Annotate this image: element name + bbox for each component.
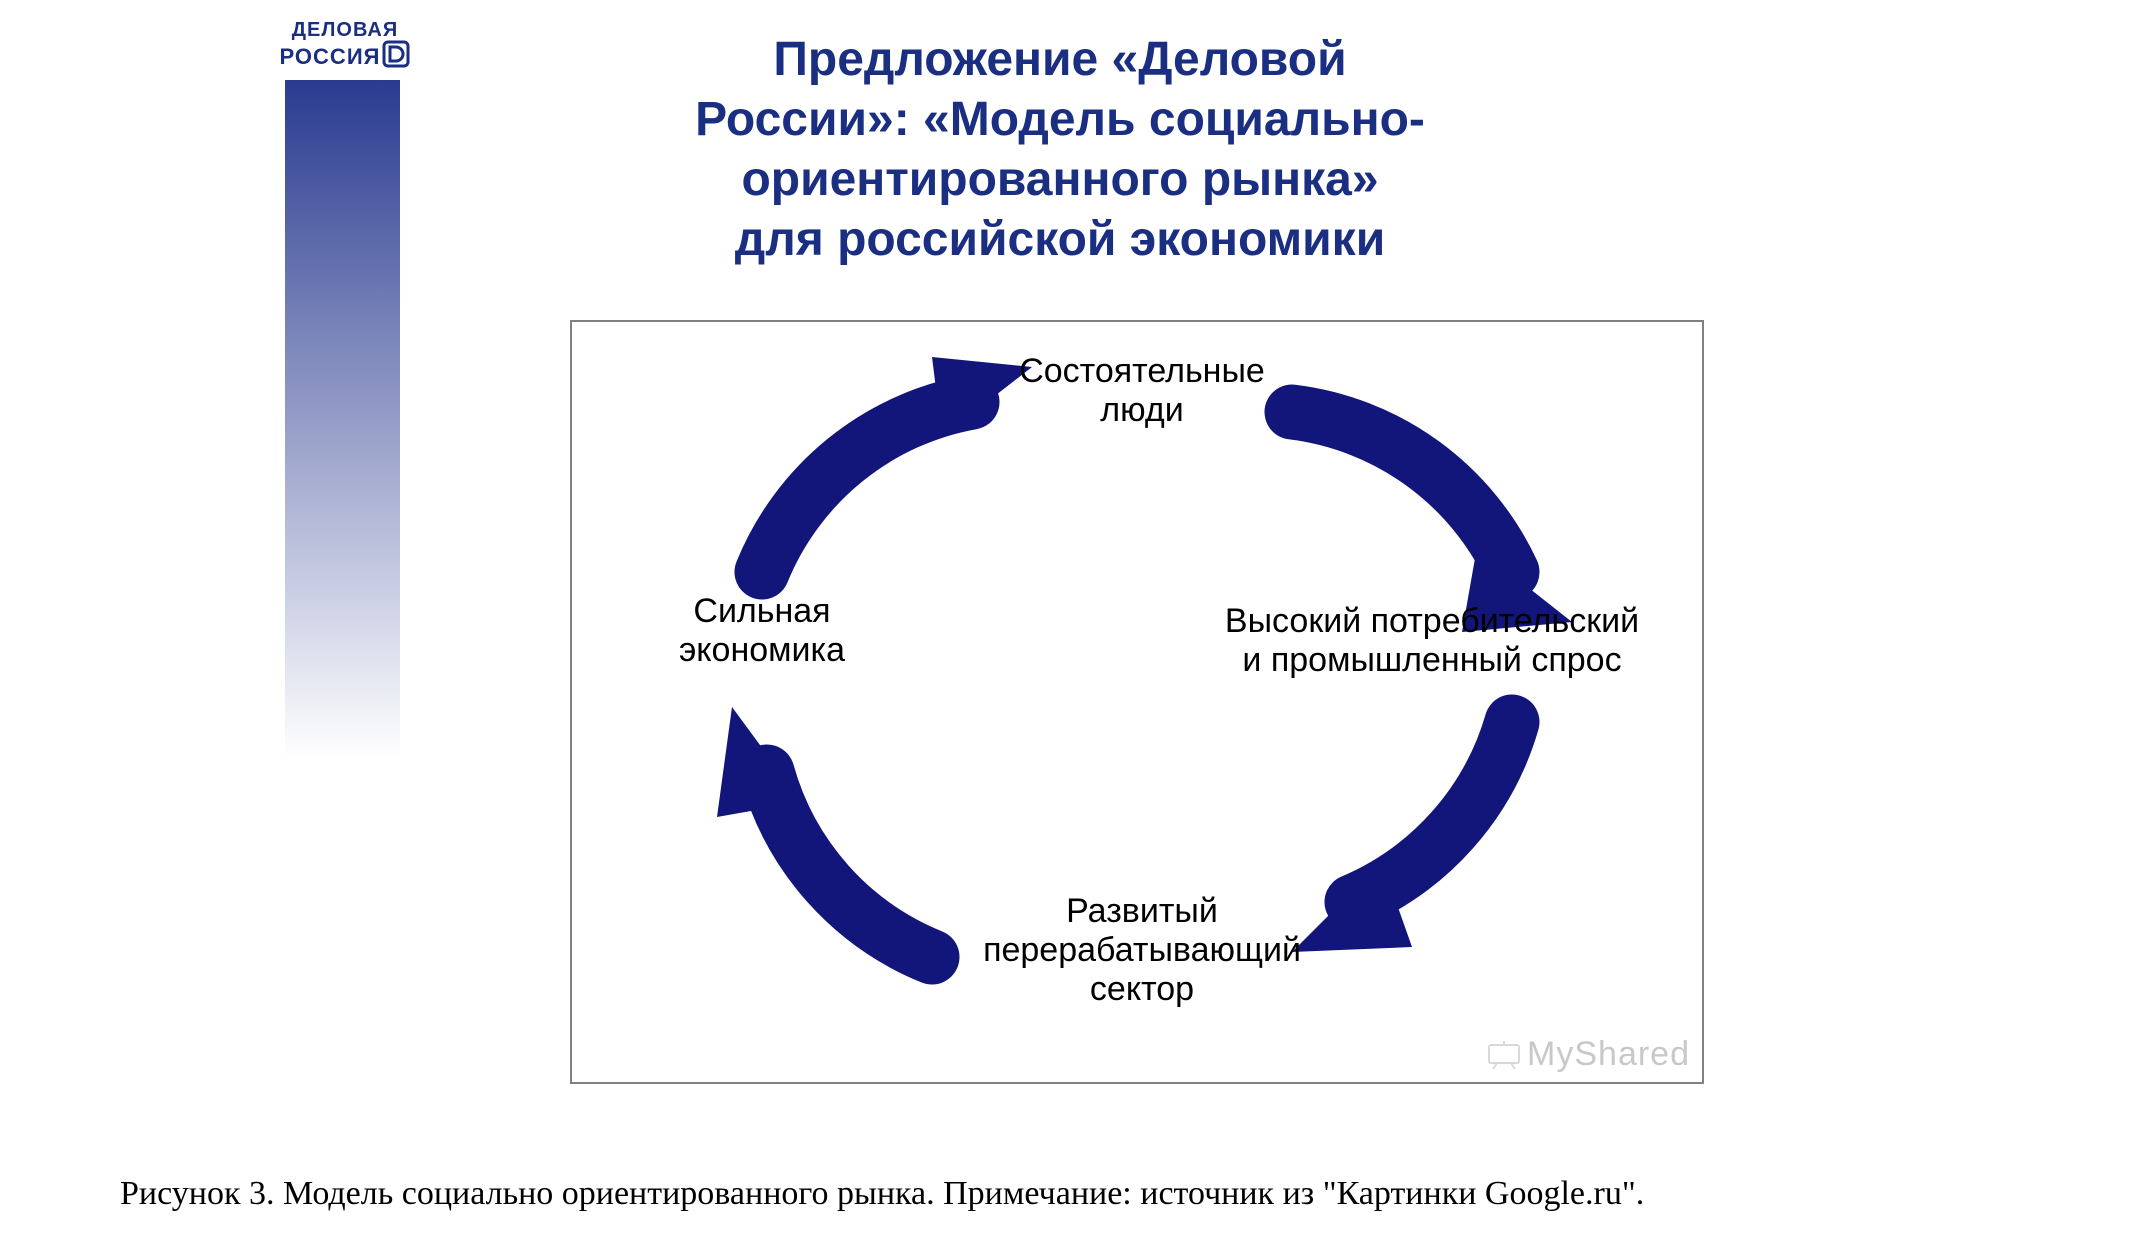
cycle-node-top: Состоятельные люди: [1002, 352, 1282, 430]
logo-line1: ДЕЛОВАЯ: [280, 20, 410, 40]
logo-d-icon: [382, 40, 410, 73]
sidebar-gradient: [285, 80, 400, 760]
cycle-node-right: Высокий потребительский и промышленный с…: [1182, 602, 1682, 680]
cycle-diagram: Состоятельные люди Высокий потребительск…: [570, 320, 1704, 1084]
cycle-node-left: Сильная экономика: [642, 592, 882, 670]
cycle-node-bottom: Развитый перерабатывающий сектор: [962, 892, 1322, 1009]
figure-caption: Рисунок 3. Модель социально ориентирован…: [120, 1175, 2036, 1213]
myshared-watermark: MyShared: [1487, 1035, 1690, 1074]
arrow-bottom-left: [717, 707, 932, 957]
arrow-right-bottom: [1292, 722, 1512, 952]
arrow-left-top: [762, 357, 1032, 572]
watermark-text: MyShared: [1527, 1035, 1690, 1074]
logo-line2: РОССИЯ: [280, 46, 381, 68]
presentation-icon: [1487, 1041, 1521, 1069]
arrow-top-right: [1292, 412, 1572, 632]
brand-logo: ДЕЛОВАЯ РОССИЯ: [280, 20, 410, 73]
slide-title: Предложение «Деловой России»: «Модель со…: [460, 30, 1660, 270]
